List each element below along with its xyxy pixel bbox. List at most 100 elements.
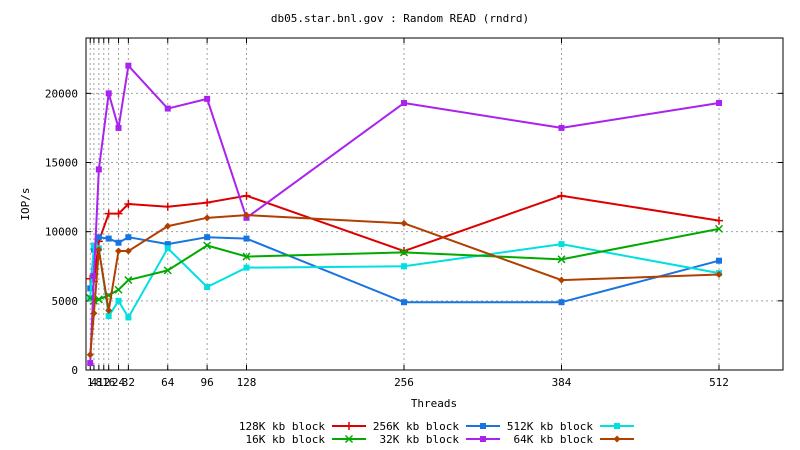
data-point [163, 266, 172, 275]
legend-marker [345, 422, 353, 430]
data-point [715, 216, 723, 225]
data-point [715, 271, 723, 279]
data-point [400, 247, 408, 256]
legend-entry: 16K kb block [246, 433, 366, 446]
data-point [90, 242, 97, 249]
legend: 128K kb block 256K kb block 512K kb block 1… [239, 420, 634, 446]
data-point [243, 235, 250, 242]
y-tick-label: 5000 [52, 295, 79, 308]
data-point [204, 284, 211, 290]
data-point [164, 222, 172, 230]
x-tick-label: 96 [201, 376, 214, 389]
legend-marker [344, 434, 354, 444]
data-point [104, 209, 113, 218]
series-5 [86, 211, 723, 359]
data-point [115, 124, 122, 131]
data-point [105, 307, 113, 315]
data-point [125, 62, 132, 69]
series-3 [86, 224, 724, 305]
x-tick-label: 384 [552, 376, 572, 389]
plot-frame [85, 37, 784, 371]
x-tick-label: 8 [96, 376, 103, 389]
chart-title: db05.star.bnl.gov : Random READ (rndrd) [271, 12, 529, 25]
y-axis: 0 5000 10000 15000 20000 [45, 87, 783, 377]
x-tick-label: 64 [161, 376, 175, 389]
x-tick-label: 12 [97, 376, 110, 389]
legend-label: 64K kb block [514, 433, 594, 446]
legend-marker [614, 423, 620, 429]
data-point [203, 198, 212, 207]
data-point [399, 248, 409, 257]
legend-label: 16K kb block [246, 433, 326, 446]
data-point [716, 257, 722, 264]
x-tick-label: 16 [102, 376, 115, 389]
data-point [557, 255, 566, 264]
data-point [115, 239, 122, 246]
legend-entry: 64K kb block [514, 433, 634, 446]
x-tick-label: 1 [87, 376, 94, 389]
legend-label: 32K kb block [380, 433, 460, 446]
legend-marker [480, 436, 486, 442]
y-axis-label: IOP/s [19, 187, 32, 220]
data-point [125, 314, 132, 321]
x-axis-label: Threads [411, 397, 457, 410]
data-point [558, 124, 565, 131]
data-point [95, 234, 102, 241]
data-point [124, 276, 133, 285]
data-point [557, 191, 566, 200]
x-tick-label: 256 [394, 376, 414, 389]
series-line [89, 214, 720, 355]
y-tick-label: 10000 [45, 226, 78, 239]
data-point [243, 264, 250, 271]
series-line [89, 64, 720, 364]
data-point [87, 360, 94, 367]
series [86, 62, 724, 367]
data-point [204, 95, 211, 102]
x-tick-label: 128 [237, 376, 257, 389]
data-point [124, 200, 133, 208]
data-point [95, 166, 102, 173]
legend-entry: 512K kb block [507, 420, 634, 433]
legend-label: 256K kb block [373, 420, 459, 433]
data-point [125, 234, 132, 241]
data-point [243, 211, 250, 219]
data-point [163, 202, 172, 211]
y-tick-label: 15000 [45, 157, 78, 170]
data-point [558, 241, 565, 248]
data-point [114, 285, 123, 294]
data-point [204, 234, 211, 241]
data-point [401, 299, 407, 306]
legend-label: 512K kb block [507, 420, 593, 433]
data-point [164, 241, 171, 248]
data-point [714, 224, 724, 233]
legend-entry: 32K kb block [380, 433, 500, 446]
data-point [105, 235, 112, 242]
data-point [90, 272, 97, 279]
data-point [115, 247, 123, 255]
data-point [558, 276, 565, 284]
data-point [203, 241, 212, 250]
data-point [94, 295, 103, 304]
data-point [86, 351, 94, 359]
data-point [114, 209, 123, 218]
series-line [89, 243, 720, 319]
data-point [164, 245, 171, 252]
data-point [105, 90, 112, 97]
legend-entry: 256K kb block [373, 420, 500, 433]
legend-marker [480, 423, 486, 429]
data-point [164, 105, 171, 112]
data-point [716, 100, 722, 107]
data-point [400, 219, 408, 227]
legend-label: 128K kb block [239, 420, 325, 433]
data-point [115, 297, 122, 304]
data-point [105, 313, 112, 320]
data-point [95, 246, 103, 254]
data-point [242, 191, 251, 200]
x-tick-label: 512 [709, 376, 729, 389]
data-point [401, 100, 407, 107]
data-point [124, 247, 132, 255]
data-point [401, 263, 407, 270]
x-tick-label: 24 [112, 376, 126, 389]
